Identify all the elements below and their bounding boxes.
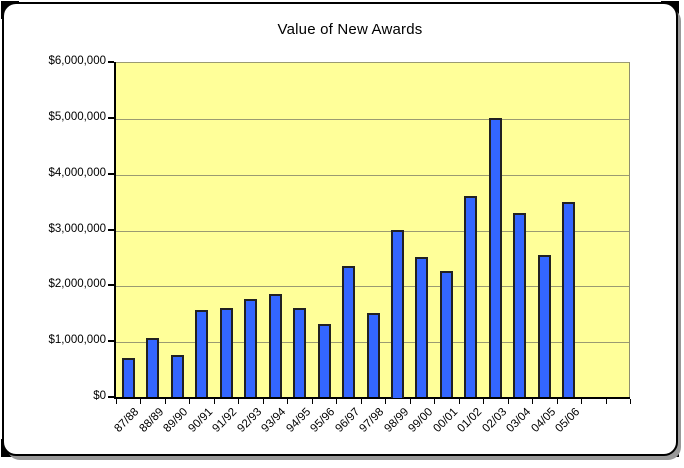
bar-90/91 <box>195 310 208 397</box>
x-tick-mark <box>606 399 607 404</box>
x-tick-mark <box>361 399 362 404</box>
x-tick-label: 89/90 <box>161 406 191 435</box>
bar-97/98 <box>367 313 380 397</box>
x-tick-mark <box>140 399 141 404</box>
bar-95/96 <box>318 324 331 397</box>
bar-88/89 <box>146 338 159 397</box>
chart-title: Value of New Awards <box>277 21 423 38</box>
x-tick-mark <box>557 399 558 404</box>
y-tick-mark <box>108 172 114 175</box>
y-tick-mark <box>108 396 114 398</box>
x-tick-label: 01/02 <box>455 406 485 435</box>
gridline <box>116 174 629 176</box>
x-tick-label: 03/04 <box>504 406 534 435</box>
x-tick-label: 88/89 <box>137 406 167 435</box>
bar-89/90 <box>171 355 184 397</box>
x-tick-label: 92/93 <box>235 406 265 435</box>
bar-87/88 <box>122 358 135 397</box>
gridline <box>116 230 629 232</box>
x-tick-mark <box>581 399 582 404</box>
bar-96/97 <box>342 266 355 397</box>
x-tick-label: 97/98 <box>357 406 387 435</box>
y-tick-label: $0 <box>93 390 106 402</box>
y-tick-label: $3,000,000 <box>48 222 106 235</box>
bar-94/95 <box>293 308 306 397</box>
y-tick-mark <box>108 61 114 63</box>
bar-99/00 <box>415 257 428 397</box>
x-tick-label: 02/03 <box>480 406 509 435</box>
bar-98/99 <box>391 230 404 398</box>
x-tick-label: 87/88 <box>112 406 142 435</box>
x-tick-label: 90/91 <box>186 406 216 435</box>
bar-03/04 <box>513 213 526 397</box>
x-tick-mark <box>630 399 631 404</box>
bar-01/02 <box>464 196 477 397</box>
bar-05/06 <box>562 202 575 397</box>
y-tick-label: $6,000,000 <box>48 55 106 67</box>
y-tick-mark <box>108 284 114 287</box>
y-tick-label: $4,000,000 <box>48 166 106 179</box>
x-tick-label: 95/96 <box>308 406 338 435</box>
gridline <box>116 118 629 120</box>
x-tick-mark <box>238 399 239 404</box>
x-tick-label: 93/94 <box>259 406 289 435</box>
x-tick-label: 96/97 <box>333 406 363 435</box>
bar-00/01 <box>440 271 453 397</box>
gridline <box>116 286 629 288</box>
x-tick-mark <box>508 399 509 404</box>
x-tick-mark <box>214 399 215 404</box>
x-tick-mark <box>189 399 190 404</box>
x-tick-label: 99/00 <box>406 406 436 435</box>
bar-04/05 <box>538 255 551 397</box>
x-tick-mark <box>434 399 435 404</box>
x-tick-label: 04/05 <box>528 406 558 435</box>
x-tick-mark <box>287 399 288 404</box>
x-tick-label: 00/01 <box>431 406 460 435</box>
x-axis-line <box>114 397 630 399</box>
x-tick-mark <box>410 399 411 404</box>
y-axis-line <box>114 62 116 399</box>
x-tick-label: 98/99 <box>382 406 411 435</box>
x-tick-label: 05/06 <box>553 406 583 435</box>
x-tick-mark <box>263 399 264 404</box>
bar-93/94 <box>269 294 282 397</box>
x-tick-mark <box>459 399 460 404</box>
bar-92/93 <box>244 299 257 397</box>
bar-91/92 <box>220 308 233 397</box>
x-tick-label: 91/92 <box>210 406 240 435</box>
x-tick-mark <box>483 399 484 404</box>
y-tick-mark <box>108 116 114 119</box>
x-tick-mark <box>312 399 313 404</box>
x-tick-mark <box>165 399 166 404</box>
x-tick-mark <box>116 399 117 404</box>
x-tick-mark <box>385 399 386 404</box>
y-tick-mark <box>108 340 114 343</box>
x-tick-mark <box>336 399 337 404</box>
y-tick-label: $5,000,000 <box>48 110 106 123</box>
x-tick-mark <box>532 399 533 404</box>
y-tick-label: $2,000,000 <box>48 278 106 291</box>
y-tick-mark <box>108 228 114 231</box>
chart-frame: Value of New Awards $0 $1,000,000 $2,000,0… <box>2 2 678 456</box>
x-tick-label: 94/95 <box>284 406 314 435</box>
bar-02/03 <box>489 118 502 397</box>
y-tick-label: $1,000,000 <box>48 334 106 347</box>
